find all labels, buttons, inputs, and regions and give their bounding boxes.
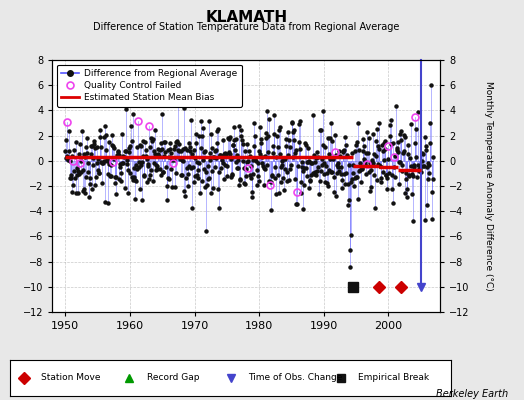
Text: Empirical Break: Empirical Break: [358, 374, 429, 382]
Text: Berkeley Earth: Berkeley Earth: [436, 389, 508, 399]
Text: Station Move: Station Move: [41, 374, 101, 382]
Text: Time of Obs. Change: Time of Obs. Change: [248, 374, 343, 382]
Legend: Difference from Regional Average, Quality Control Failed, Estimated Station Mean: Difference from Regional Average, Qualit…: [57, 64, 242, 107]
Text: Difference of Station Temperature Data from Regional Average: Difference of Station Temperature Data f…: [93, 22, 399, 32]
Text: KLAMATH: KLAMATH: [205, 10, 287, 25]
Y-axis label: Monthly Temperature Anomaly Difference (°C): Monthly Temperature Anomaly Difference (…: [484, 81, 493, 291]
Text: Record Gap: Record Gap: [147, 374, 200, 382]
